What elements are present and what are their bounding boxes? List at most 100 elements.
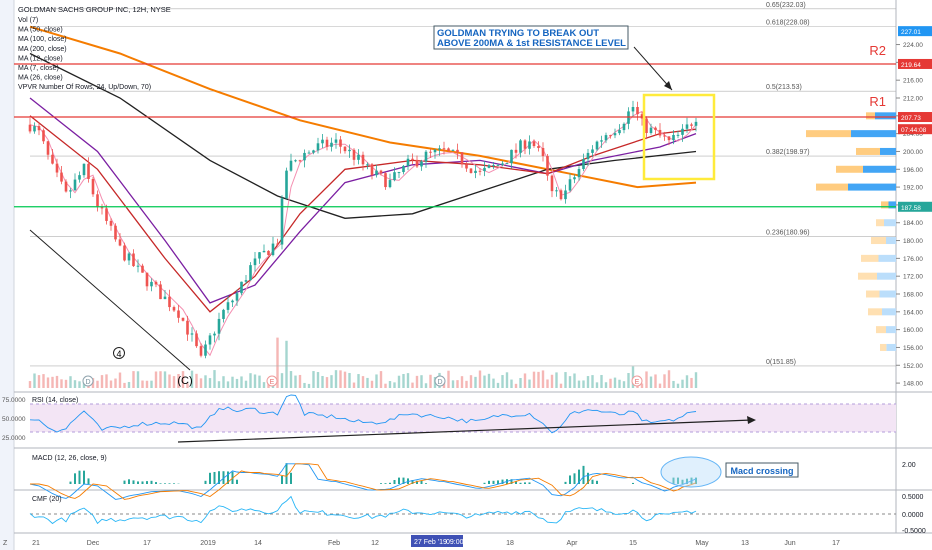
volume-bar — [46, 377, 50, 388]
earnings-label: E — [270, 379, 275, 386]
macd-histogram-bar — [524, 482, 526, 484]
candle — [294, 160, 297, 162]
candle — [690, 124, 693, 126]
volume-bar — [514, 383, 518, 388]
callout-arrowhead — [664, 81, 672, 90]
price-badge-text: 227.01 — [901, 29, 921, 36]
chart-legend[interactable]: GOLDMAN SACHS GROUP INC, 12H, NYSE Vol (… — [18, 5, 171, 91]
volume-bar — [384, 383, 387, 388]
time-axis[interactable]: 21 Dec 17 2019 14 Feb 12 18 Apr 15 May 13 Jun 17 — [32, 540, 840, 547]
candle — [532, 141, 536, 147]
volume-bar — [420, 375, 423, 388]
volume-profile-bar — [861, 254, 879, 262]
volume-bar — [285, 340, 288, 388]
callout-box[interactable] — [433, 25, 629, 50]
volume-bar — [55, 375, 59, 388]
wave-trendline[interactable] — [29, 229, 191, 371]
volume-profile-bar — [866, 112, 875, 120]
macd-pane[interactable]: MACD (12, 26, close, 9) Macd crossing 2.… — [29, 455, 916, 500]
volume-bar — [361, 376, 365, 388]
price-badges: 227.01 219.64 207.73 07:44:08 187.58 — [898, 26, 932, 212]
rsi-title: RSI (14, close) — [32, 397, 78, 404]
volume-profile-bar — [886, 343, 896, 351]
price-tick: 216.00 — [903, 78, 923, 85]
candle — [208, 335, 212, 345]
time-tick: 21 — [32, 540, 40, 547]
candle — [505, 163, 509, 165]
candle — [654, 127, 657, 130]
volume-bar — [658, 383, 662, 388]
price-tick: 224.00 — [903, 42, 923, 49]
volume-bar — [537, 371, 540, 388]
volume-bar — [222, 376, 225, 388]
macd-histogram-bar — [213, 472, 216, 484]
volume-bar — [379, 371, 383, 388]
dividend-marker[interactable] — [434, 375, 446, 387]
candle — [217, 318, 221, 334]
macd-histogram-bar — [389, 482, 391, 484]
volume-bar — [240, 376, 243, 388]
candle — [537, 146, 540, 148]
volume-bar — [64, 379, 68, 388]
volume-bar — [447, 370, 450, 388]
volume-bar — [685, 375, 689, 388]
cmf-tick: -0.5000 — [902, 528, 926, 535]
dividend-marker[interactable] — [82, 375, 94, 387]
volume-profile-bar — [879, 290, 896, 298]
rsi-trendline[interactable] — [177, 419, 753, 443]
candle — [388, 180, 392, 188]
candle — [55, 163, 59, 173]
time-tick: 18 — [506, 540, 514, 547]
candle — [190, 333, 194, 335]
candle — [564, 190, 567, 200]
volume-bar — [253, 374, 257, 388]
candle — [667, 136, 671, 141]
macd-cross-highlight[interactable] — [660, 456, 722, 488]
drawing-toolbar[interactable] — [0, 0, 14, 550]
candle — [316, 143, 320, 151]
candle — [609, 135, 612, 137]
fib-label: 0.5(213.53) — [766, 84, 802, 91]
candle — [172, 307, 176, 311]
volume-bar — [204, 375, 207, 388]
breakout-box[interactable] — [642, 93, 716, 181]
legend-indicator: MA (200, close) — [18, 46, 67, 53]
macd-tick: 2.00 — [902, 462, 916, 469]
macd-histogram-bar — [411, 480, 414, 484]
candle — [586, 152, 590, 160]
volume-bar — [262, 382, 266, 388]
callout-arrow — [633, 46, 673, 91]
candle — [249, 265, 252, 281]
candles — [28, 100, 698, 359]
earnings-marker[interactable] — [266, 375, 278, 387]
candle — [235, 293, 239, 301]
volume-profile-bar — [881, 201, 889, 209]
price-tick: 148.00 — [903, 381, 923, 388]
candle — [204, 344, 207, 356]
candle — [433, 149, 437, 153]
volume-bar — [226, 381, 230, 388]
volume-bar — [532, 371, 536, 388]
moving-average-line — [29, 52, 697, 219]
rsi-pane[interactable]: RSI (14, close) 75.0000 50.0000 25.0000 — [2, 394, 896, 443]
volume-profile-bar — [886, 237, 896, 245]
cmf-pane[interactable]: CMF (20) 0.5000 0.0000 -0.5000 — [29, 494, 926, 535]
macd-note-box[interactable] — [725, 462, 799, 478]
candle — [186, 320, 189, 335]
volume-bar — [132, 371, 135, 388]
macd-histogram-bar — [204, 480, 207, 484]
volume-bar — [564, 372, 567, 388]
candle — [595, 141, 599, 150]
candle — [640, 114, 644, 119]
candle — [402, 165, 405, 173]
candle — [469, 168, 473, 173]
zoom-icon[interactable]: Z — [3, 540, 8, 547]
macd-histogram-bar — [168, 483, 171, 484]
earnings-marker[interactable] — [631, 375, 643, 387]
candle — [69, 190, 72, 192]
macd-histogram-bar — [236, 479, 238, 484]
candle — [474, 170, 477, 173]
volume-bar — [127, 381, 131, 388]
price-axis[interactable]: 148.00 152.00 156.00 160.00 164.00 168.00 172.… — [896, 42, 923, 388]
